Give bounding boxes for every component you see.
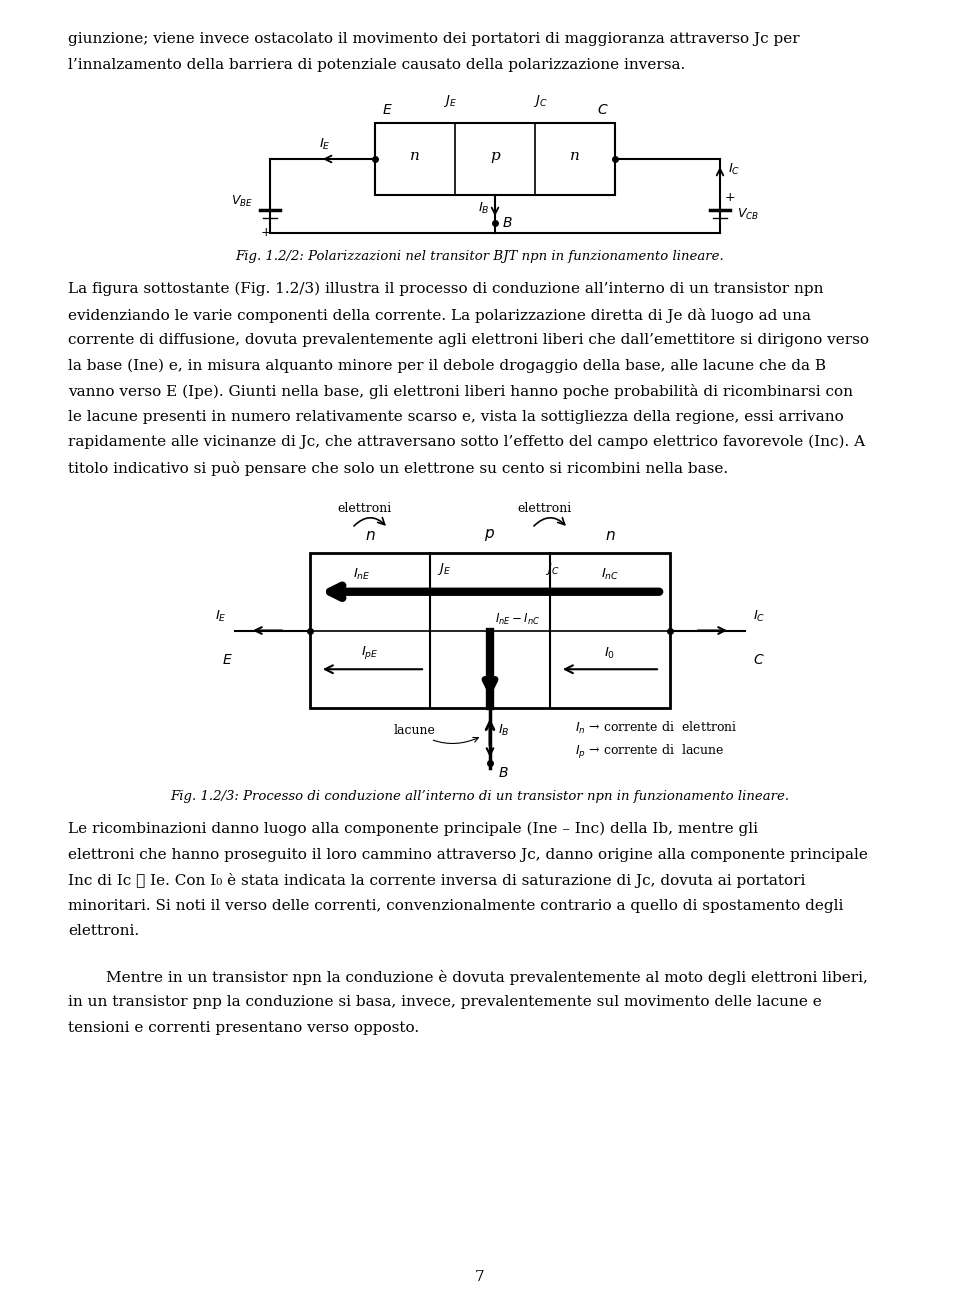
- Text: elettroni: elettroni: [517, 502, 572, 515]
- Text: $C$: $C$: [597, 103, 609, 118]
- Text: Mentre in un transistor npn la conduzione è dovuta prevalentemente al moto degli: Mentre in un transistor npn la conduzion…: [106, 969, 868, 985]
- Text: $B$: $B$: [498, 767, 509, 780]
- Text: $I_p$ → corrente di  lacune: $I_p$ → corrente di lacune: [575, 743, 725, 761]
- Text: evidenziando le varie componenti della corrente. La polarizzazione diretta di Je: evidenziando le varie componenti della c…: [68, 307, 811, 323]
- Text: +: +: [261, 226, 272, 239]
- Text: minoritari. Si noti il verso delle correnti, convenzionalmente contrario a quell: minoritari. Si noti il verso delle corre…: [68, 899, 844, 913]
- Bar: [375, 123, 615, 195]
- Text: 7: 7: [475, 1269, 485, 1284]
- Text: $I_{pE}$: $I_{pE}$: [361, 644, 379, 661]
- Text: $I_0$: $I_0$: [605, 646, 615, 661]
- Text: $I_n$ → corrente di  elettroni: $I_n$ → corrente di elettroni: [575, 720, 737, 737]
- Text: $I_E$: $I_E$: [215, 609, 227, 623]
- Text: $V_{CB}$: $V_{CB}$: [737, 206, 759, 222]
- Text: $I_{nE}$: $I_{nE}$: [353, 567, 371, 581]
- Text: $I_{nE}-I_{nC}$: $I_{nE}-I_{nC}$: [495, 611, 540, 627]
- Text: $J_C$: $J_C$: [533, 93, 547, 108]
- Text: $V_{BE}$: $V_{BE}$: [231, 193, 253, 209]
- Text: Fig. 1.2/2: Polarizzazioni nel transitor BJT npn in funzionamento lineare.: Fig. 1.2/2: Polarizzazioni nel transitor…: [235, 249, 725, 263]
- Text: la base (Ine) e, in misura alquanto minore per il debole drogaggio della base, a: la base (Ine) e, in misura alquanto mino…: [68, 359, 826, 374]
- Text: $C$: $C$: [753, 653, 765, 666]
- Text: titolo indicativo si può pensare che solo un elettrone su cento si ricombini nel: titolo indicativo si può pensare che sol…: [68, 461, 728, 475]
- Text: p: p: [491, 149, 500, 163]
- Text: in un transistor pnp la conduzione si basa, invece, prevalentemente sul moviment: in un transistor pnp la conduzione si ba…: [68, 995, 822, 1010]
- Text: $I_E$: $I_E$: [319, 137, 331, 151]
- Text: $I_C$: $I_C$: [753, 609, 765, 623]
- Text: lacune: lacune: [394, 724, 478, 743]
- Text: $B$: $B$: [502, 215, 513, 230]
- Text: Inc di Ic ≅ Ie. Con I₀ è stata indicata la corrente inversa di saturazione di Jc: Inc di Ic ≅ Ie. Con I₀ è stata indicata …: [68, 872, 805, 888]
- Text: $J_E$: $J_E$: [437, 562, 451, 577]
- Text: elettroni.: elettroni.: [68, 925, 139, 938]
- Text: $J_E$: $J_E$: [444, 93, 457, 108]
- Text: elettroni: elettroni: [338, 502, 392, 515]
- Text: $E$: $E$: [222, 653, 232, 666]
- Text: $n$: $n$: [365, 529, 375, 543]
- Text: elettroni che hanno proseguito il loro cammino attraverso Jc, danno origine alla: elettroni che hanno proseguito il loro c…: [68, 848, 868, 862]
- Text: vanno verso E (Ipe). Giunti nella base, gli elettroni liberi hanno poche probabi: vanno verso E (Ipe). Giunti nella base, …: [68, 384, 853, 400]
- Text: corrente di diffusione, dovuta prevalentemente agli elettroni liberi che dall’em: corrente di diffusione, dovuta prevalent…: [68, 333, 869, 347]
- Text: l’innalzamento della barriera di potenziale causato della polarizzazione inversa: l’innalzamento della barriera di potenzi…: [68, 57, 685, 72]
- Text: tensioni e correnti presentano verso opposto.: tensioni e correnti presentano verso opp…: [68, 1020, 420, 1034]
- Text: n: n: [570, 149, 580, 163]
- Bar: [310, 552, 670, 708]
- Text: n: n: [410, 149, 420, 163]
- Text: $J_C$: $J_C$: [545, 562, 560, 577]
- Text: le lacune presenti in numero relativamente scarso e, vista la sottigliezza della: le lacune presenti in numero relativamen…: [68, 410, 844, 423]
- Text: Fig. 1.2/3: Processo di conduzione all’interno di un transistor npn in funzionam: Fig. 1.2/3: Processo di conduzione all’i…: [171, 790, 789, 803]
- Text: $p$: $p$: [485, 528, 495, 543]
- Text: $E$: $E$: [382, 103, 393, 118]
- Text: $I_B$: $I_B$: [498, 722, 510, 738]
- Text: $I_B$: $I_B$: [478, 201, 490, 215]
- Text: $I_{nC}$: $I_{nC}$: [601, 567, 619, 581]
- Text: rapidamente alle vicinanze di Jc, che attraversano sotto l’effetto del campo ele: rapidamente alle vicinanze di Jc, che at…: [68, 435, 865, 449]
- Text: La figura sottostante (Fig. 1.2/3) illustra il processo di conduzione all’intern: La figura sottostante (Fig. 1.2/3) illus…: [68, 282, 824, 296]
- Text: +: +: [725, 191, 735, 204]
- Text: $I_C$: $I_C$: [728, 162, 740, 176]
- Text: $n$: $n$: [605, 529, 615, 543]
- Text: Le ricombinazioni danno luogo alla componente principale (Ine – Inc) della Ib, m: Le ricombinazioni danno luogo alla compo…: [68, 821, 758, 836]
- Text: giunzione; viene invece ostacolato il movimento dei portatori di maggioranza att: giunzione; viene invece ostacolato il mo…: [68, 33, 800, 46]
